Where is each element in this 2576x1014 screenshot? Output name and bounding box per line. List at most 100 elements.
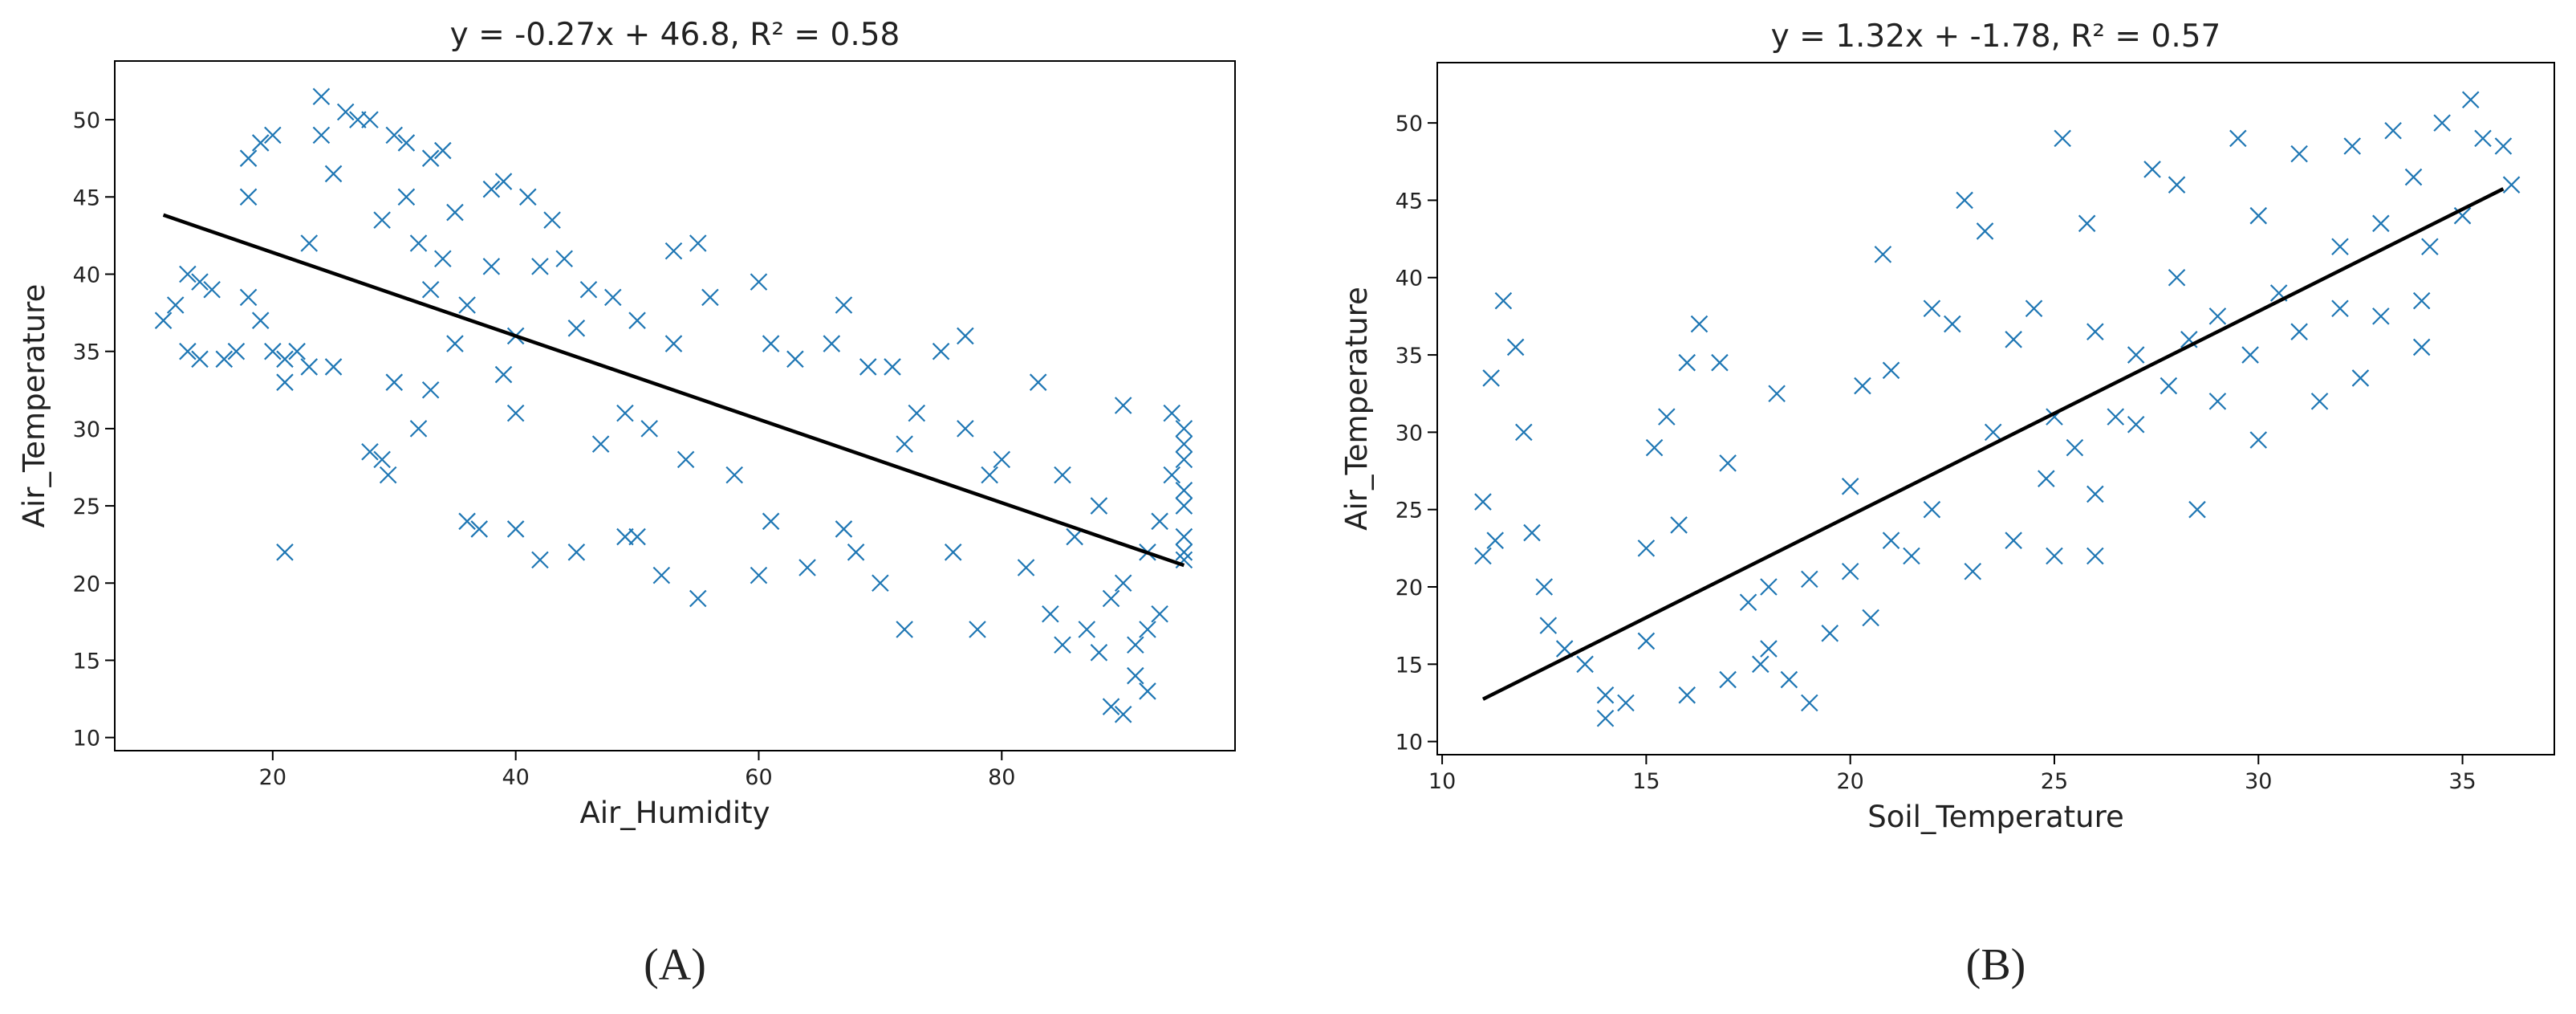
data-point	[2038, 470, 2055, 487]
data-point	[2143, 161, 2161, 178]
data-point	[1494, 291, 1513, 310]
data-point	[1175, 551, 1193, 569]
data-point	[1841, 478, 1859, 495]
data-point	[2107, 408, 2125, 426]
data-point	[1042, 605, 1059, 623]
data-point	[264, 126, 282, 145]
data-point	[336, 103, 355, 121]
data-point	[1964, 562, 1982, 580]
data-point	[2086, 485, 2104, 503]
data-point	[264, 342, 282, 360]
data-point	[640, 420, 658, 438]
data-point	[1768, 385, 1786, 402]
data-point	[2066, 438, 2084, 457]
data-point	[434, 141, 452, 160]
x-tick-label: 15	[1632, 769, 1660, 794]
data-point	[2433, 114, 2451, 132]
data-point	[154, 312, 173, 329]
data-point	[2208, 393, 2227, 410]
data-point	[1801, 694, 1818, 712]
data-point	[2404, 168, 2423, 186]
data-point	[1576, 655, 1594, 674]
data-point	[2474, 129, 2492, 148]
data-point	[1539, 617, 1558, 634]
data-point	[409, 234, 428, 252]
data-point	[1719, 454, 1737, 472]
y-tick-label: 50	[1396, 112, 1423, 136]
data-point	[1175, 527, 1193, 546]
data-point	[276, 350, 294, 369]
data-point	[689, 589, 707, 608]
data-point	[2351, 369, 2370, 387]
x-tick-label: 40	[502, 765, 529, 790]
data-point	[2127, 346, 2145, 364]
y-tick-label: 10	[1396, 731, 1423, 755]
chart-title: y = 1.32x + -1.78, R² = 0.57	[1771, 18, 2221, 55]
data-point	[1151, 605, 1168, 623]
data-point	[616, 527, 634, 546]
data-point	[1506, 338, 1525, 356]
data-point	[227, 342, 246, 360]
data-point	[2168, 176, 2186, 193]
data-point	[1175, 450, 1193, 469]
data-point	[1175, 497, 1193, 515]
data-point	[1841, 562, 1859, 580]
data-point	[1163, 404, 1181, 422]
data-point	[567, 320, 586, 337]
data-point	[2494, 137, 2513, 155]
data-point	[2502, 176, 2521, 193]
data-point	[203, 280, 221, 299]
data-point	[823, 335, 841, 352]
data-point	[1596, 686, 1615, 704]
data-point	[421, 149, 440, 167]
data-point	[1976, 222, 1994, 240]
data-point	[300, 234, 319, 252]
data-point	[957, 327, 974, 345]
data-point	[1535, 578, 1554, 596]
data-point	[1780, 670, 1798, 689]
data-point	[1151, 512, 1168, 531]
data-point	[725, 466, 743, 484]
data-point	[1474, 547, 1492, 565]
data-point	[1523, 523, 1541, 542]
data-point	[932, 342, 950, 360]
data-point	[1139, 682, 1156, 700]
data-point	[2188, 500, 2206, 519]
x-tick-label: 25	[2041, 769, 2068, 794]
data-point	[1175, 544, 1193, 561]
data-point	[835, 296, 853, 314]
data-point	[1821, 625, 1839, 642]
plot-frame	[1436, 62, 2555, 755]
data-point	[1175, 420, 1193, 438]
data-point	[251, 134, 270, 152]
data-point	[1719, 670, 1737, 689]
data-point	[2461, 91, 2480, 109]
data-point	[798, 559, 816, 576]
data-point	[2310, 393, 2329, 410]
data-point	[1801, 570, 1818, 588]
data-point	[1054, 466, 1071, 484]
y-axis-label: Air_Temperature	[17, 284, 51, 528]
y-tick-label: 45	[73, 185, 100, 210]
data-point	[1882, 361, 1900, 380]
data-point	[1114, 574, 1132, 593]
chart-panel: y = 1.32x + -1.78, R² = 0.57 10 15 20 25 30 35…	[1339, 18, 2555, 990]
data-point	[1090, 644, 1108, 662]
data-point	[385, 373, 404, 391]
data-point	[1596, 709, 1615, 727]
data-point	[1956, 191, 1973, 210]
data-point	[2208, 307, 2227, 325]
data-point	[628, 312, 646, 329]
x-tick-label: 80	[988, 765, 1015, 790]
data-point	[1114, 397, 1132, 414]
data-point	[1903, 547, 1920, 565]
data-point	[884, 358, 901, 376]
panel-label: (B)	[1966, 940, 2026, 990]
data-point	[2412, 291, 2431, 310]
data-point	[312, 126, 331, 145]
y-tick-label: 40	[73, 263, 100, 287]
data-point	[506, 520, 525, 538]
data-point	[361, 442, 379, 461]
data-point	[312, 88, 331, 106]
